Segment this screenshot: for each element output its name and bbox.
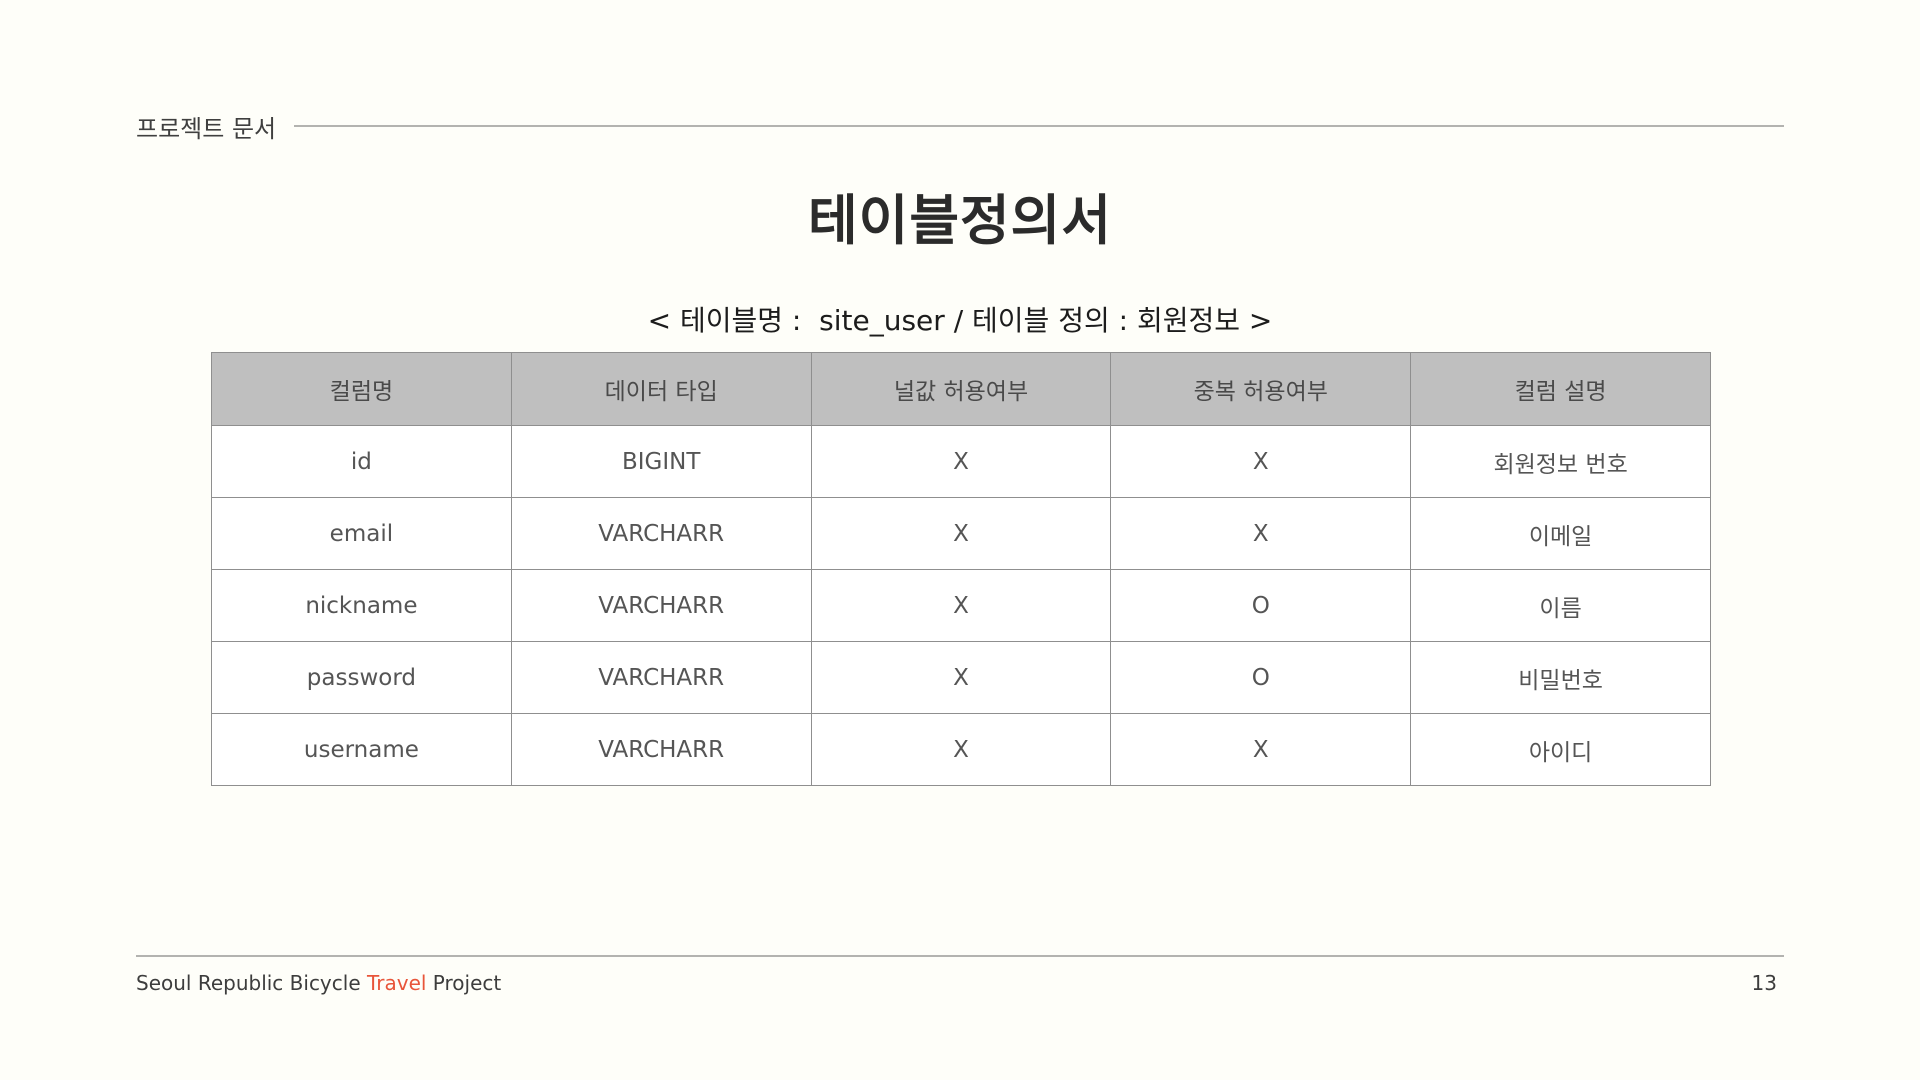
page-title: 테이블정의서 xyxy=(807,189,1113,252)
cell-nullable: X xyxy=(810,497,1112,570)
cell-description: 이름 xyxy=(1410,569,1711,642)
table-row: id BIGINT X X 회원정보 번호 xyxy=(211,425,1711,498)
cell-column-name: id xyxy=(211,425,512,498)
column-header-nullable: 널값 허용여부 xyxy=(810,352,1112,426)
cell-duplicate: O xyxy=(1110,641,1412,714)
table-row: nickname VARCHARR X O 이름 xyxy=(211,569,1711,642)
cell-data-type: BIGINT xyxy=(510,425,812,498)
column-header-name: 컬럼명 xyxy=(211,352,512,426)
header-divider xyxy=(294,125,1784,127)
table-caption: < 테이블명 : site_user / 테이블 정의 : 회원정보 > xyxy=(647,304,1273,337)
cell-nullable: X xyxy=(810,569,1112,642)
cell-description: 이메일 xyxy=(1410,497,1711,570)
cell-data-type: VARCHARR xyxy=(510,569,812,642)
footer-project-suffix: Project xyxy=(426,971,502,995)
page-number: 13 xyxy=(1751,971,1777,995)
cell-duplicate: X xyxy=(1110,425,1412,498)
cell-nullable: X xyxy=(810,641,1112,714)
column-header-type: 데이터 타입 xyxy=(510,352,812,426)
cell-description: 아이디 xyxy=(1410,713,1711,786)
cell-duplicate: X xyxy=(1110,713,1412,786)
cell-data-type: VARCHARR xyxy=(510,497,812,570)
cell-column-name: password xyxy=(211,641,512,714)
document-header: 프로젝트 문서 xyxy=(136,106,1784,146)
cell-nullable: X xyxy=(810,425,1112,498)
column-header-duplicate: 중복 허용여부 xyxy=(1110,352,1412,426)
footer-project-name: Seoul Republic Bicycle Travel Project xyxy=(136,971,501,995)
cell-description: 비밀번호 xyxy=(1410,641,1711,714)
cell-column-name: email xyxy=(211,497,512,570)
table-row: username VARCHARR X X 아이디 xyxy=(211,713,1711,786)
footer-project-prefix: Seoul Republic Bicycle xyxy=(136,971,367,995)
cell-duplicate: X xyxy=(1110,497,1412,570)
column-header-description: 컬럼 설명 xyxy=(1410,352,1711,426)
footer-divider xyxy=(136,955,1784,957)
footer-project-accent: Travel xyxy=(367,971,427,995)
cell-nullable: X xyxy=(810,713,1112,786)
table-row: email VARCHARR X X 이메일 xyxy=(211,497,1711,570)
cell-description: 회원정보 번호 xyxy=(1410,425,1711,498)
cell-column-name: username xyxy=(211,713,512,786)
table-header-row: 컬럼명 데이터 타입 널값 허용여부 중복 허용여부 컬럼 설명 xyxy=(211,352,1711,426)
table-definition: 컬럼명 데이터 타입 널값 허용여부 중복 허용여부 컬럼 설명 id BIGI… xyxy=(211,352,1711,786)
document-label: 프로젝트 문서 xyxy=(136,114,277,143)
cell-duplicate: O xyxy=(1110,569,1412,642)
table-row: password VARCHARR X O 비밀번호 xyxy=(211,641,1711,714)
cell-data-type: VARCHARR xyxy=(510,713,812,786)
cell-data-type: VARCHARR xyxy=(510,641,812,714)
cell-column-name: nickname xyxy=(211,569,512,642)
